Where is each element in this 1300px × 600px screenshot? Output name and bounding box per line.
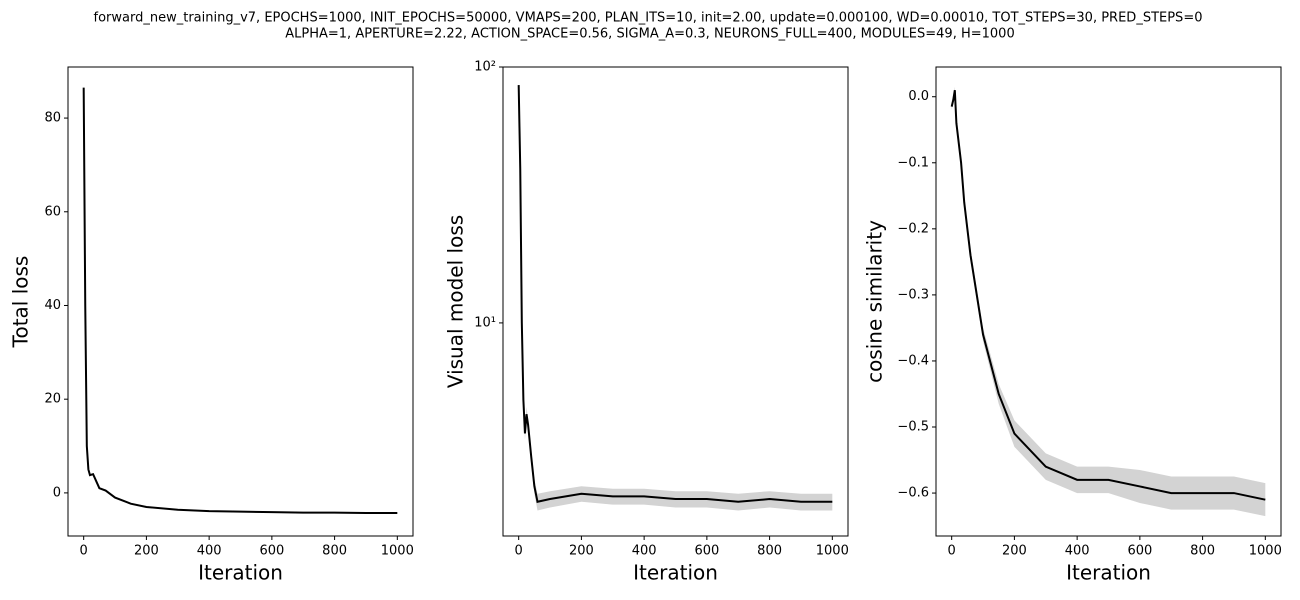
axes-frame: [67, 66, 414, 537]
y-tick-label: 10¹: [474, 315, 496, 330]
x-tick-label: 600: [694, 544, 719, 559]
axes-frame: [935, 66, 1282, 537]
x-tick-label: 1000: [381, 544, 414, 559]
x-tick-label: 600: [259, 544, 284, 559]
y-tick-label: 0.0: [908, 89, 929, 104]
x-axis-label: Iteration: [198, 561, 283, 585]
axes-frame: [502, 66, 849, 537]
x-axis-label: Iteration: [633, 561, 718, 585]
y-tick-label: −0.5: [897, 420, 929, 435]
data-line: [517, 85, 833, 503]
figure-title: ALPHA=1, APERTURE=2.22, ACTION_SPACE=0.5…: [285, 27, 1014, 42]
x-tick-label: 400: [1065, 544, 1090, 559]
x-tick-label: 1000: [816, 544, 849, 559]
x-tick-label: 0: [515, 544, 523, 559]
x-tick-label: 0: [948, 544, 956, 559]
y-tick-label: 0: [53, 485, 61, 500]
y-tick-label: 40: [44, 298, 61, 313]
x-tick-label: 200: [1002, 544, 1027, 559]
data-line: [82, 87, 398, 515]
x-tick-label: 200: [134, 544, 159, 559]
x-tick-label: 1000: [1249, 544, 1282, 559]
x-tick-label: 800: [322, 544, 347, 559]
figure-title: forward_new_training_v7, EPOCHS=1000, IN…: [94, 11, 1203, 26]
y-tick-label: −0.1: [897, 155, 929, 170]
x-tick-label: 400: [632, 544, 657, 559]
error-band: [951, 86, 1266, 517]
y-tick-label: −0.3: [897, 287, 929, 302]
y-tick-label: −0.4: [897, 353, 929, 368]
y-axis-label: cosine similarity: [863, 220, 887, 383]
x-axis-label: Iteration: [1066, 561, 1151, 585]
y-axis-label: Visual model loss: [444, 215, 468, 388]
x-tick-label: 800: [757, 544, 782, 559]
y-axis-label: Total loss: [9, 256, 33, 349]
x-tick-label: 600: [1127, 544, 1152, 559]
x-tick-label: 400: [197, 544, 222, 559]
y-tick-label: 80: [44, 111, 61, 126]
data-line: [950, 89, 1266, 501]
y-tick-label: −0.2: [897, 221, 929, 236]
y-tick-label: 20: [44, 392, 61, 407]
error-band: [518, 82, 833, 511]
x-tick-label: 200: [569, 544, 594, 559]
x-tick-label: 800: [1190, 544, 1215, 559]
y-tick-label: 10²: [474, 60, 496, 75]
y-tick-label: 60: [44, 204, 61, 219]
y-tick-label: −0.6: [897, 486, 929, 501]
x-tick-label: 0: [80, 544, 88, 559]
